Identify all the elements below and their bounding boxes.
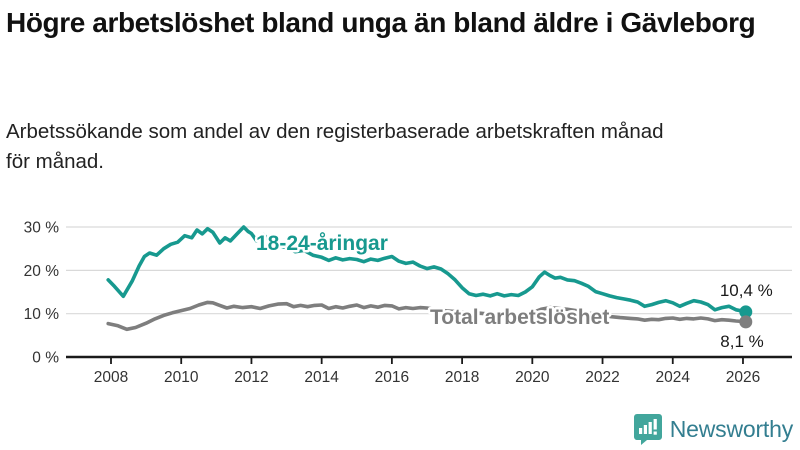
page-title: Högre arbetslöshet bland unga än bland ä… — [6, 7, 756, 38]
newsworthy-logo-icon — [633, 414, 662, 445]
series-label-youth: 18-24-åringar — [256, 232, 388, 255]
x-axis-label-2008: 2008 — [94, 369, 128, 386]
x-axis-label-2012: 2012 — [234, 369, 268, 386]
y-axis-label-0: 0 % — [32, 350, 59, 367]
x-axis-label-2018: 2018 — [445, 369, 479, 386]
chart-subtitle-line2: för månad. — [6, 150, 104, 173]
chart-subtitle-line1: Arbetssökande som andel av den registerb… — [6, 120, 664, 143]
newsworthy-logo: Newsworthy — [633, 413, 793, 445]
x-axis-label-2016: 2016 — [375, 369, 409, 386]
x-axis-label-2014: 2014 — [304, 369, 339, 386]
y-axis-label-30: 30 % — [24, 220, 60, 237]
endpoint-dot-youth — [739, 305, 753, 319]
series-line-total — [106, 300, 748, 332]
endpoint-dot-total — [739, 315, 753, 329]
y-axis-label-20: 20 % — [24, 263, 60, 280]
series-line-youth — [106, 225, 748, 314]
y-axis-label-10: 10 % — [24, 306, 60, 323]
series-label-total: Total arbetslöshet — [430, 306, 609, 329]
x-axis-label-2024: 2024 — [656, 369, 691, 386]
logo-bars-icon — [638, 419, 657, 435]
x-axis-label-2020: 2020 — [515, 369, 550, 386]
brand-name: Newsworthy — [669, 415, 793, 442]
end-value-label-total: 8,1 % — [720, 332, 763, 351]
end-value-label-youth: 10,4 % — [720, 281, 773, 300]
chart-subtitle: Arbetssökande som andel av den registerb… — [6, 117, 786, 177]
x-axis-label-2010: 2010 — [164, 369, 199, 386]
x-axis-label-2022: 2022 — [585, 369, 619, 386]
x-axis-label-2026: 2026 — [726, 369, 760, 386]
